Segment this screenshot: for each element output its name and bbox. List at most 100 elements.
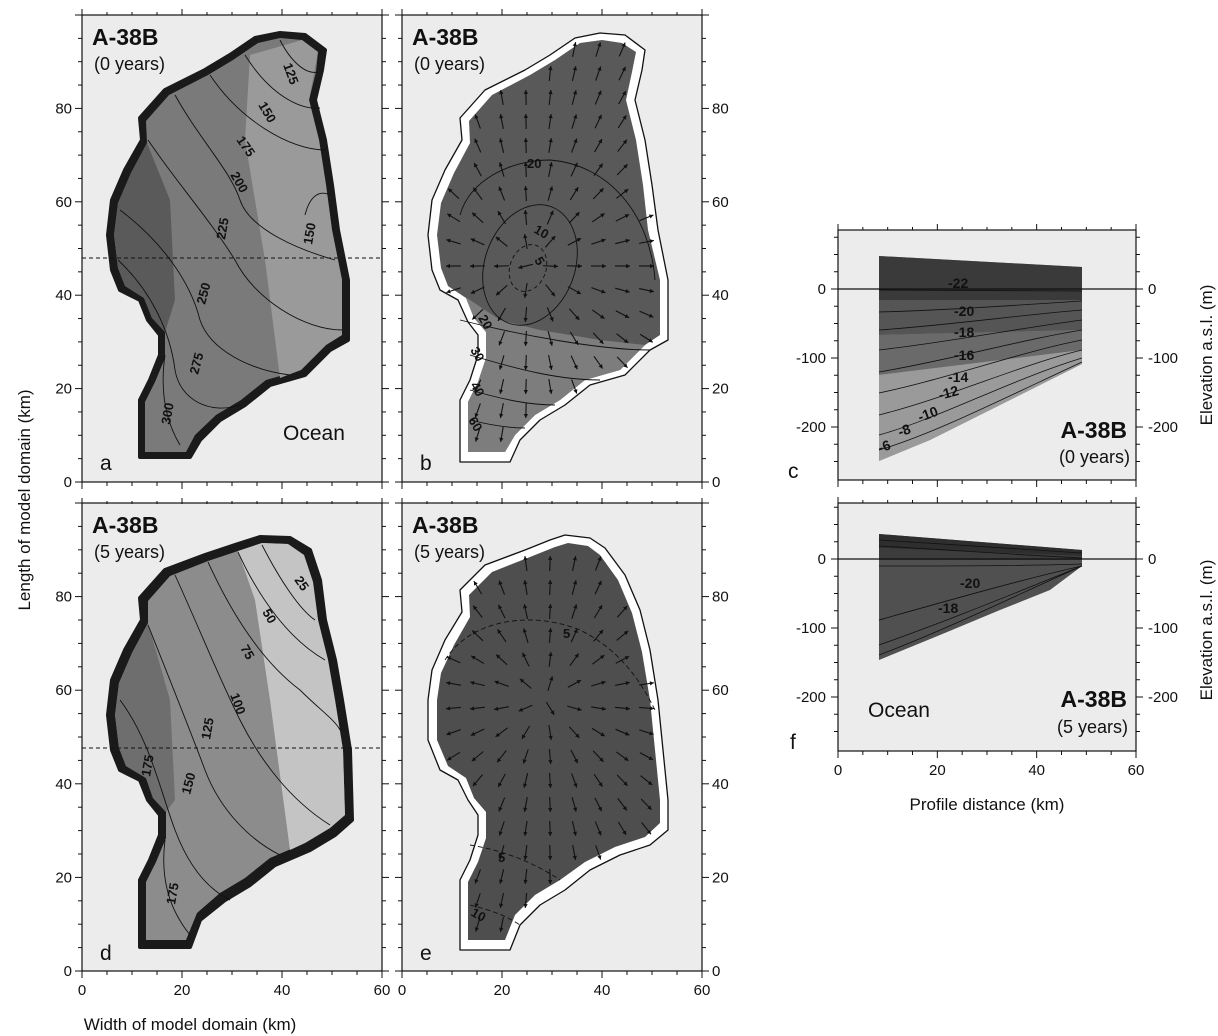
panel-d-contour-label: 100: [227, 691, 249, 717]
panel-b-contour-20: [459, 159, 656, 281]
panel-c-contour-label: -6: [876, 436, 893, 455]
velocity-arrow-head: [621, 42, 626, 48]
velocity-arrow-head: [624, 314, 630, 318]
velocity-arrow-head: [446, 731, 451, 736]
velocity-arrow-head: [601, 680, 606, 685]
velocity-arrow-head: [523, 114, 529, 119]
panel-a-contour-label: 150: [300, 222, 319, 246]
velocity-arrow-head: [573, 628, 578, 634]
velocity-arrow-head: [446, 238, 451, 243]
map-y-tick-label: 60: [712, 682, 729, 699]
velocity-arrow-head: [523, 556, 528, 561]
velocity-arrow-head: [647, 780, 653, 785]
velocity-arrow-head: [621, 66, 626, 72]
velocity-arrow-head: [498, 186, 503, 192]
panel-d-contour-label: 175: [163, 882, 182, 906]
velocity-arrow-head: [573, 783, 578, 788]
velocity-arrow-head: [495, 732, 501, 737]
velocity-arrow-head: [498, 341, 503, 346]
panel-f-contour-label: -20: [960, 575, 980, 591]
velocity-arrow-head: [522, 628, 527, 633]
velocity-arrow-head: [576, 680, 582, 684]
velocity-arrow-head: [547, 855, 553, 860]
velocity-arrow-head: [498, 365, 503, 370]
velocity-arrow-head: [470, 238, 476, 243]
velocity-arrow-head: [470, 680, 475, 686]
velocity-arrow-head: [473, 187, 478, 193]
velocity-arrow-head: [518, 264, 523, 270]
panel-c-contour-label: -8: [896, 420, 913, 439]
panel-e-name: A-38B: [412, 512, 478, 538]
velocity-arrow-head: [599, 655, 605, 660]
velocity-arrow-head: [573, 138, 578, 143]
velocity-arrow-head: [446, 706, 451, 711]
velocity-arrow-head: [576, 238, 582, 243]
map-y-tick-label: 80: [712, 100, 729, 117]
velocity-arrow-head: [597, 830, 602, 836]
velocity-arrow-head: [623, 630, 629, 636]
velocity-arrow-head: [474, 138, 479, 144]
velocity-arrow-head: [622, 139, 627, 145]
velocity-arrow-head: [601, 238, 606, 243]
profile-y-tick-label: -100: [796, 620, 826, 637]
velocity-arrow-head: [553, 264, 558, 269]
velocity-arrow-head: [498, 138, 504, 143]
velocity-arrow-head: [573, 162, 578, 168]
profile-y-tick-label: 0: [818, 281, 826, 298]
velocity-arrow-head: [472, 781, 478, 787]
velocity-arrow-head: [600, 213, 605, 218]
velocity-arrow-head: [523, 210, 528, 215]
velocity-arrow-head: [523, 580, 528, 585]
panel-f-letter: f: [790, 731, 796, 754]
panel-d-contour-label: 75: [237, 642, 257, 662]
velocity-arrow-head: [494, 680, 499, 685]
velocity-arrow-head: [548, 759, 553, 764]
velocity-arrow-head: [474, 388, 479, 394]
velocity-arrow-head: [577, 706, 582, 712]
velocity-arrow-head: [600, 732, 605, 737]
velocity-arrow-head: [622, 90, 626, 96]
panel-f-ocean-label: Ocean: [868, 699, 930, 722]
panel-c-contour-label: -14: [948, 369, 968, 385]
velocity-arrow-head: [572, 42, 577, 47]
velocity-arrow-head: [598, 629, 604, 635]
map-x-axis-label: Width of model domain (km): [84, 1015, 297, 1034]
velocity-arrow-head: [622, 830, 627, 835]
velocity-arrow-head: [523, 604, 528, 609]
velocity-arrow-head: [548, 138, 553, 143]
velocity-arrow-head: [548, 66, 553, 71]
velocity-arrow-head: [597, 90, 602, 96]
velocity-arrow-head: [623, 781, 628, 786]
velocity-arrow-head: [573, 758, 578, 764]
panel-d-contour-label: 150: [178, 771, 198, 796]
map-x-tick-label: 60: [694, 982, 711, 999]
velocity-arrow-head: [573, 364, 578, 370]
map-y-tick-label: 80: [712, 589, 729, 606]
velocity-arrow-head: [523, 234, 528, 239]
axes-layer: 0 20 40 60 0 20 40 6002040608002040608002040608…: [55, 9, 1178, 999]
velocity-arrow-head: [624, 756, 629, 761]
panel-c-letter: c: [788, 460, 799, 483]
velocity-arrow-head: [647, 805, 652, 810]
profile-x-tick-label: 40: [1028, 762, 1045, 779]
velocity-arrow-head: [523, 879, 528, 884]
velocity-arrow-head: [597, 66, 602, 71]
velocity-arrow-head: [496, 291, 501, 296]
velocity-arrow-head: [472, 315, 477, 320]
velocity-arrow-head: [648, 756, 653, 760]
profile-x-tick-label: 60: [1128, 762, 1145, 779]
velocity-arrow-head: [497, 211, 502, 216]
panel-b-letter: b: [420, 452, 432, 475]
map-y-tick-label: 80: [55, 100, 72, 117]
velocity-arrow-head: [600, 314, 605, 319]
panel-a-name: A-38B: [92, 24, 158, 50]
panel-c-contour-label: -22: [948, 275, 968, 291]
velocity-arrow-head: [498, 879, 504, 884]
velocity-arrow-head: [548, 389, 553, 394]
velocity-arrow-head: [573, 389, 578, 394]
velocity-arrow-head: [649, 706, 654, 711]
velocity-arrow-head: [548, 341, 554, 346]
velocity-arrow-head: [523, 186, 528, 191]
velocity-arrow-head: [474, 903, 479, 908]
map-y-tick-label: 20: [712, 869, 729, 886]
